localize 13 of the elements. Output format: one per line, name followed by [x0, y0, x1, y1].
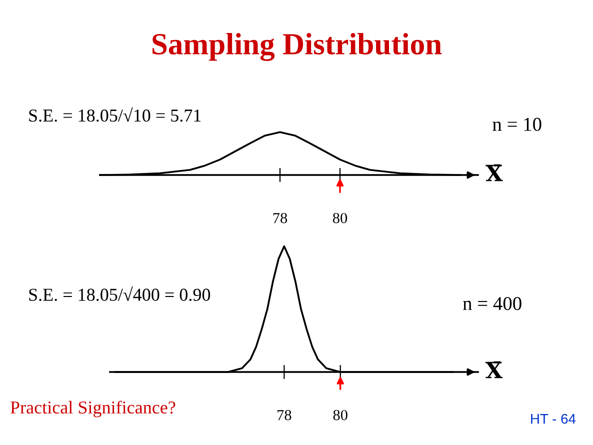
text: Practical Significance? — [10, 400, 176, 418]
x-axis-title: X̄ — [486, 164, 503, 182]
x-tick-label: 78 — [273, 212, 288, 224]
x-tick-label: 80 — [333, 410, 348, 420]
annotation: n = 400 — [462, 296, 522, 310]
x-tick-label: 78 — [278, 410, 292, 420]
x-axis-title: X̄ — [485, 361, 503, 378]
x-tick-label: 80 — [332, 212, 348, 224]
text: HT - 64 — [531, 414, 576, 424]
text: n = 10 — [492, 118, 542, 131]
chart-title: Sampling Distribution — [152, 33, 442, 61]
text: S.E. = 18.05/√10 = 5.71 — [29, 107, 201, 122]
annotation: S.E. = 18.05/√400 = 0.90 — [29, 286, 210, 301]
